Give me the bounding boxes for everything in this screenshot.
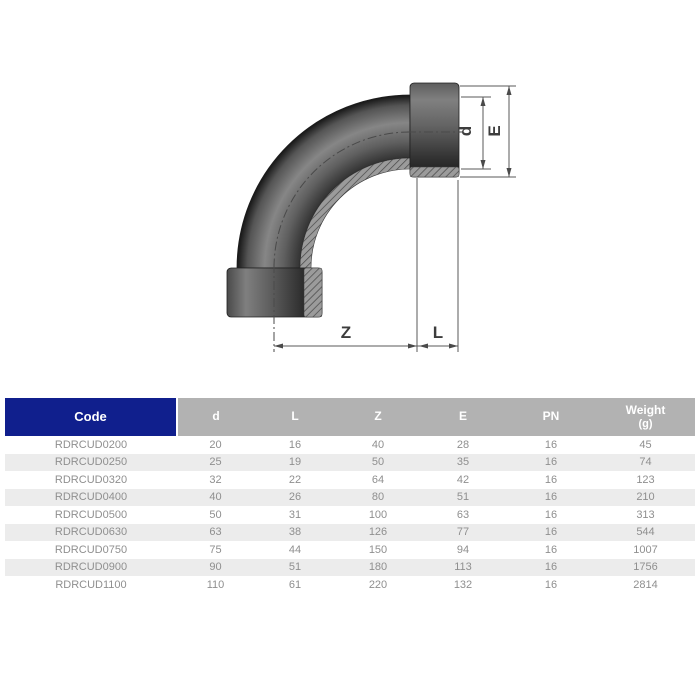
centerlines	[273, 131, 462, 352]
cell-pn: 16	[506, 471, 596, 489]
cell-l: 31	[254, 506, 336, 524]
cell-weight: 1756	[596, 558, 695, 576]
cell-weight: 544	[596, 523, 695, 541]
cell-pn: 16	[506, 453, 596, 471]
dim-label-L: L	[433, 323, 443, 342]
header-d: d	[177, 398, 254, 436]
cell-code: RDRCUD0320	[5, 471, 177, 489]
cell-code: RDRCUD0630	[5, 523, 177, 541]
table-row: RDRCUD0750 75 44 150 94 16 1007	[5, 541, 695, 559]
elbow-technical-diagram: d E Z L	[226, 82, 516, 352]
cell-e: 28	[420, 436, 506, 454]
cell-e: 113	[420, 558, 506, 576]
table-header-row: Code d L Z E PN Weight (g)	[5, 398, 695, 436]
cell-pn: 16	[506, 541, 596, 559]
cell-e: 42	[420, 471, 506, 489]
cell-d: 20	[177, 436, 254, 454]
cell-z: 40	[336, 436, 420, 454]
cell-pn: 16	[506, 488, 596, 506]
cell-code: RDRCUD0500	[5, 506, 177, 524]
header-code: Code	[5, 398, 178, 436]
cell-e: 77	[420, 523, 506, 541]
socket-right-section-hatch	[409, 166, 460, 178]
cell-d: 63	[177, 523, 254, 541]
cell-weight: 123	[596, 471, 695, 489]
header-e: E	[420, 398, 506, 436]
cell-code: RDRCUD0900	[5, 558, 177, 576]
cell-d: 50	[177, 506, 254, 524]
cell-weight: 1007	[596, 541, 695, 559]
pipe-bend-body	[236, 94, 411, 269]
header-z: Z	[336, 398, 420, 436]
table-row: RDRCUD0320 32 22 64 42 16 123	[5, 471, 695, 489]
table-row: RDRCUD0900 90 51 180 113 16 1756	[5, 558, 695, 576]
cell-pn: 16	[506, 558, 596, 576]
table-row: RDRCUD0250 25 19 50 35 16 74	[5, 453, 695, 471]
cell-e: 63	[420, 506, 506, 524]
cell-l: 38	[254, 523, 336, 541]
table-row: RDRCUD0630 63 38 126 77 16 544	[5, 523, 695, 541]
cell-weight: 45	[596, 436, 695, 454]
cell-weight: 313	[596, 506, 695, 524]
cell-weight: 2814	[596, 576, 695, 594]
cell-d: 32	[177, 471, 254, 489]
cell-z: 80	[336, 488, 420, 506]
cell-l: 26	[254, 488, 336, 506]
header-pn: PN	[506, 398, 596, 436]
cell-code: RDRCUD0200	[5, 436, 177, 454]
cell-l: 22	[254, 471, 336, 489]
cell-d: 110	[177, 576, 254, 594]
cell-code: RDRCUD0400	[5, 488, 177, 506]
cell-z: 126	[336, 523, 420, 541]
cell-l: 16	[254, 436, 336, 454]
table-row: RDRCUD1100 110 61 220 132 16 2814	[5, 576, 695, 594]
cell-l: 61	[254, 576, 336, 594]
cell-pn: 16	[506, 576, 596, 594]
cell-z: 150	[336, 541, 420, 559]
cell-l: 44	[254, 541, 336, 559]
cell-d: 90	[177, 558, 254, 576]
cell-d: 40	[177, 488, 254, 506]
socket-bottom-section-hatch	[303, 267, 323, 318]
cell-pn: 16	[506, 523, 596, 541]
dim-label-Z: Z	[341, 323, 351, 342]
cell-l: 51	[254, 558, 336, 576]
socket-right	[409, 82, 460, 178]
cell-weight: 74	[596, 453, 695, 471]
header-weight-unit: (g)	[638, 417, 653, 430]
cell-code: RDRCUD1100	[5, 576, 177, 594]
cell-l: 19	[254, 453, 336, 471]
dimension-arrowheads	[274, 86, 512, 349]
cell-pn: 16	[506, 436, 596, 454]
cell-e: 35	[420, 453, 506, 471]
cell-z: 180	[336, 558, 420, 576]
cell-pn: 16	[506, 506, 596, 524]
cell-code: RDRCUD0750	[5, 541, 177, 559]
header-l: L	[254, 398, 336, 436]
elbow-diagram-svg: d E Z L	[226, 82, 516, 352]
cell-z: 100	[336, 506, 420, 524]
dimension-lines	[274, 85, 516, 352]
cell-e: 132	[420, 576, 506, 594]
header-weight: Weight (g)	[596, 398, 695, 436]
cell-weight: 210	[596, 488, 695, 506]
cell-z: 50	[336, 453, 420, 471]
cell-code: RDRCUD0250	[5, 453, 177, 471]
dim-label-d: d	[456, 126, 475, 136]
cell-d: 25	[177, 453, 254, 471]
cell-z: 220	[336, 576, 420, 594]
cell-e: 94	[420, 541, 506, 559]
header-weight-label: Weight	[625, 402, 666, 417]
spec-table: Code d L Z E PN Weight (g) RDRCUD0200 20…	[5, 398, 695, 594]
dim-label-E: E	[485, 125, 504, 136]
table-row: RDRCUD0200 20 16 40 28 16 45	[5, 436, 695, 454]
table-row: RDRCUD0500 50 31 100 63 16 313	[5, 506, 695, 524]
cell-z: 64	[336, 471, 420, 489]
table-row: RDRCUD0400 40 26 80 51 16 210	[5, 488, 695, 506]
cell-d: 75	[177, 541, 254, 559]
cell-e: 51	[420, 488, 506, 506]
